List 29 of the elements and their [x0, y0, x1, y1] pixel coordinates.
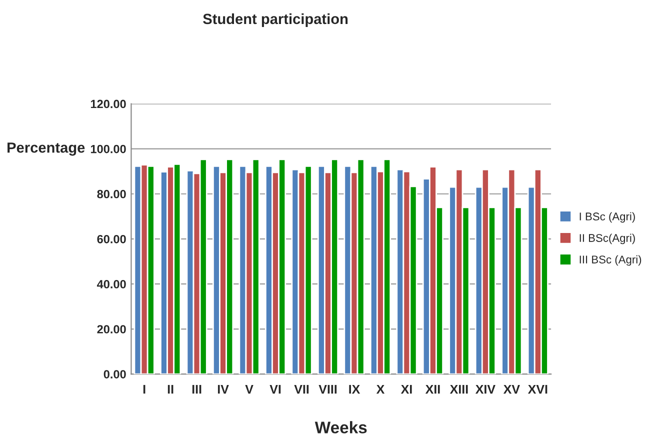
x-tick-label: XIII [450, 384, 468, 394]
legend-label: III BSc (Agri) [580, 255, 642, 266]
y-tick-label: 20.00 [97, 325, 126, 334]
chart-title: Student participation [203, 13, 348, 28]
legend-label: II BSc(Agri) [580, 234, 635, 244]
x-tick-label: VII [294, 384, 309, 394]
x-tick-label: XIV [475, 384, 496, 394]
legend-label: I BSc (Agri) [580, 212, 635, 223]
x-tick-label: XI [400, 384, 412, 394]
x-tick-label: IV [218, 384, 229, 394]
x-tick-label: X [376, 384, 385, 394]
y-tick-label: 80.00 [97, 190, 126, 198]
y-axis-title: Percentage [8, 142, 85, 156]
y-tick-label: 0.00 [104, 370, 126, 378]
x-tick-label: VI [270, 384, 281, 394]
y-tick-label: 60.00 [97, 234, 126, 244]
x-tick-label: IX [349, 384, 360, 394]
x-tick-label: V [245, 384, 254, 394]
x-axis-title: Weeks [314, 421, 367, 434]
x-tick-label: I [143, 384, 146, 394]
x-tick-label: XII [425, 384, 440, 394]
x-tick-label: VIII [318, 384, 337, 394]
y-tick-label: 40.00 [96, 280, 126, 288]
x-tick-label: II [168, 384, 174, 394]
y-tick-label: 120.00 [90, 100, 126, 108]
x-tick-label: XV [503, 384, 520, 394]
x-tick-label: XVI [528, 384, 548, 394]
x-tick-label: III [192, 384, 202, 394]
y-tick-label: 100.00 [90, 144, 126, 154]
